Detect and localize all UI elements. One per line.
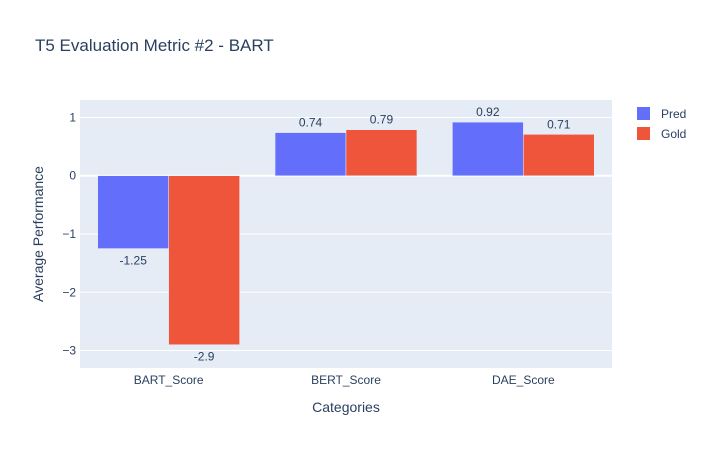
bar-gold-bart_score <box>168 175 240 345</box>
legend-swatch-gold[interactable] <box>637 127 650 140</box>
legend: Pred Gold <box>637 107 686 141</box>
bar-pred-bart_score <box>97 175 169 249</box>
legend-swatch-pred[interactable] <box>637 107 650 120</box>
y-axis-title: Average Performance <box>30 166 46 302</box>
bar-gold-dae_score <box>523 134 595 176</box>
axis-ticks: 1 0 −1 −2 −3 BART_Score BERT_Score DAE_Score <box>62 110 555 387</box>
data-label: 0.92 <box>476 105 500 119</box>
chart-title: T5 Evaluation Metric #2 - BART <box>35 36 274 55</box>
y-tick-label: −1 <box>62 227 76 241</box>
legend-label-gold[interactable]: Gold <box>661 127 686 141</box>
x-tick-label: BART_Score <box>134 373 204 387</box>
y-tick-label: −2 <box>62 285 76 299</box>
data-labels: -1.25 0.74 0.92 -2.9 0.79 0.71 <box>120 105 571 364</box>
data-label: 0.74 <box>299 116 323 130</box>
y-tick-label: 0 <box>69 169 76 183</box>
y-tick-label: 1 <box>69 110 76 124</box>
legend-label-pred[interactable]: Pred <box>661 107 686 121</box>
data-label: -1.25 <box>120 254 148 268</box>
x-tick-label: BERT_Score <box>311 373 381 387</box>
bar-gold-bert_score <box>345 129 418 176</box>
data-label: 0.79 <box>370 113 394 127</box>
data-label: 0.71 <box>547 117 571 131</box>
x-axis-title: Categories <box>312 399 380 415</box>
y-tick-label: −3 <box>62 344 76 358</box>
data-label: -2.9 <box>194 350 215 364</box>
bar-pred-bert_score <box>274 132 347 176</box>
bar-pred-dae_score <box>452 121 524 176</box>
x-tick-label: DAE_Score <box>492 373 555 387</box>
bars <box>97 121 595 345</box>
